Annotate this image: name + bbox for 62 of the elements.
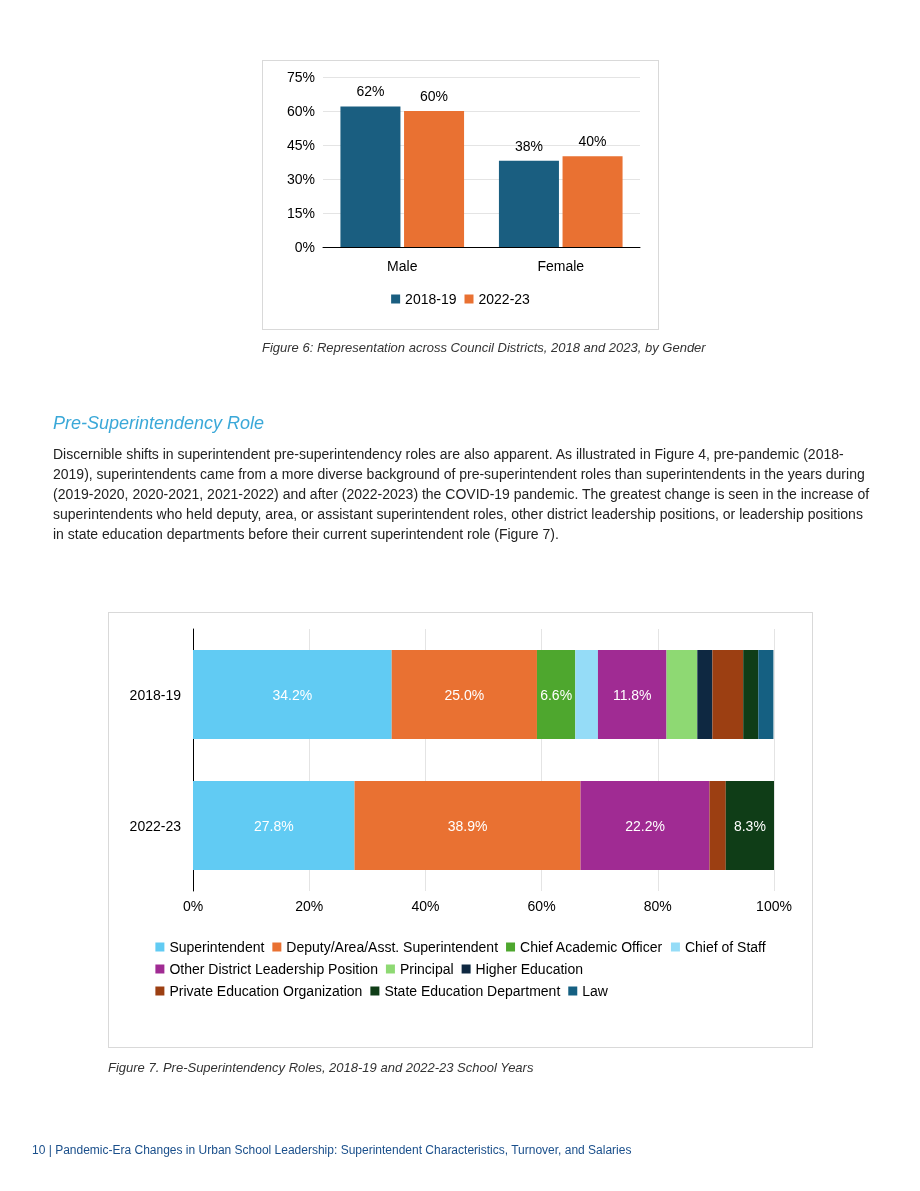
- legend-label: Law: [582, 983, 609, 999]
- y-tick-label: 30%: [286, 171, 315, 187]
- data-label: 25.0%: [444, 686, 485, 703]
- x-tick-label: Male: [387, 258, 418, 274]
- caption: Figure 7. Pre-Superintendency Roles, 2018-19 and 2022-23 School Years: [108, 1060, 534, 1075]
- x-tick-label: 80%: [643, 898, 672, 914]
- bar: [758, 649, 774, 740]
- text: Discernible shifts in superintendent pre-superintendency roles are also apparent. As illustrated in Figure 4, pre-pandemic (2018-2019), superintendents came from a more diverse background of pre-superintendent roles than superintendents in the years during (2019-2020, 2020-2021, 2021-2022) and after (2022-2023) the COVID-19 pandemic. The greatest change is seen in the increase of superintendents who held deputy, area, or assistant superintendent roles, other district leadership positions, or leadership positions in state education departments before their current superintendent role (Figure 7).: [53, 445, 871, 544]
- y-tick-label: 15%: [286, 205, 315, 221]
- bar: [697, 649, 713, 740]
- legend-label: 2018-19: [405, 291, 457, 307]
- x-tick-label: Female: [537, 258, 585, 274]
- data-label: 8.3%: [733, 817, 766, 834]
- legend-label: Deputy/Area/Asst. Superintendent: [286, 939, 499, 955]
- y-tick-label: 60%: [286, 103, 315, 119]
- data-label: 6.6%: [540, 686, 573, 703]
- bar: [340, 106, 401, 247]
- bar: [536, 649, 576, 740]
- text: 10 | Pandemic-Era Changes in Urban School Leadership: Superintendent Characteristics, Turnover, and Salaries: [32, 1143, 632, 1157]
- x-tick-label: 40%: [411, 898, 440, 914]
- data-label: 11.8%: [612, 686, 652, 703]
- bar: [354, 780, 581, 871]
- bar: [193, 649, 392, 740]
- bar: [597, 649, 667, 740]
- y-tick-label: 0%: [294, 239, 315, 255]
- legend-label: 2022-23: [478, 291, 531, 307]
- legend-label: Chief of Staff: [684, 939, 766, 955]
- data-label: 38%: [514, 137, 543, 154]
- bar: [580, 780, 710, 871]
- data-label: 60%: [420, 88, 449, 104]
- bar: [575, 649, 598, 740]
- legend-label: Private Education Organization: [169, 983, 363, 999]
- bar: [725, 780, 774, 871]
- legend-label: State Education Department: [384, 983, 561, 999]
- legend-label: Chief Academic Officer: [520, 939, 663, 955]
- x-tick-label: 60%: [527, 898, 556, 914]
- legend-label: Higher Education: [475, 961, 584, 977]
- legend-label: Superintendent: [169, 939, 265, 955]
- caption: Figure 6: Representation across Council Districts, 2018 and 2023, by Gender: [262, 340, 706, 355]
- y-tick-label: 45%: [286, 137, 315, 153]
- data-label: 34.2%: [272, 686, 313, 703]
- bar: [193, 780, 355, 871]
- x-tick-label: 100%: [756, 898, 792, 914]
- bar: [712, 649, 744, 740]
- x-tick-label: 20%: [295, 898, 324, 914]
- bar: [391, 649, 537, 740]
- y-tick-label: 75%: [286, 69, 315, 85]
- text: Pre-Superintendency Role: [53, 413, 265, 434]
- data-label: 38.9%: [447, 817, 488, 834]
- data-label: 40%: [578, 133, 607, 150]
- data-label: 22.2%: [625, 817, 665, 834]
- bar: [404, 111, 465, 247]
- legend-label: Principal: [399, 961, 454, 977]
- bar: [709, 780, 726, 871]
- data-label: 27.8%: [253, 817, 294, 834]
- bar: [666, 649, 698, 740]
- x-tick-label: 0%: [182, 898, 204, 914]
- data-label: 62%: [356, 83, 385, 100]
- bar: [498, 160, 559, 247]
- bar: [562, 156, 623, 247]
- bar: [743, 649, 759, 740]
- legend-label: Other District Leadership Position: [169, 961, 378, 977]
